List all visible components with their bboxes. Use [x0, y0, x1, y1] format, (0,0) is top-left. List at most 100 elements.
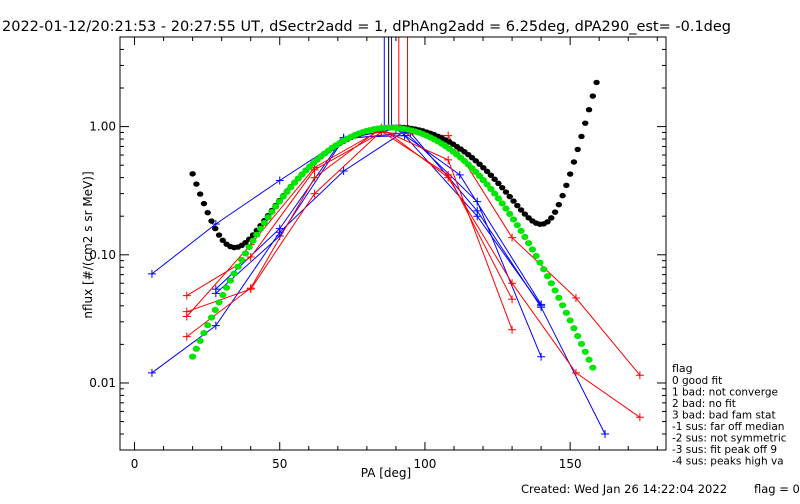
fit-point	[540, 266, 548, 273]
fit-point	[517, 227, 525, 235]
fit-point	[219, 237, 227, 244]
series-point	[310, 189, 319, 198]
series-point	[601, 429, 610, 438]
fit-point	[502, 205, 510, 212]
fit-point	[204, 209, 211, 216]
fit-point	[226, 277, 234, 284]
fit-point	[510, 198, 517, 204]
series-point	[400, 131, 409, 140]
x-tick-label: 0	[131, 457, 139, 471]
fit-point	[563, 182, 570, 189]
fit-point	[543, 273, 552, 280]
fit-point	[509, 216, 518, 223]
fit-point	[570, 159, 578, 165]
fit-point	[230, 270, 238, 277]
fit-point	[589, 364, 597, 371]
legend-item: -1 sus: far off median	[672, 421, 784, 433]
fit-point	[502, 189, 510, 195]
fit-point	[204, 322, 212, 329]
x-tick-label: 50	[272, 457, 287, 471]
series-point	[147, 368, 156, 377]
series-point	[444, 170, 453, 179]
fit-point	[256, 225, 265, 232]
series-point	[635, 413, 644, 422]
fit-point	[253, 231, 261, 238]
fit-point	[264, 214, 272, 221]
fit-point	[577, 340, 586, 347]
series-point	[455, 170, 464, 179]
fit-point	[513, 222, 521, 229]
series-point	[571, 294, 580, 303]
fit-point	[521, 211, 529, 217]
fit-point	[566, 171, 574, 177]
y-tick-label: 1.00	[89, 120, 116, 134]
created-timestamp: Created: Wed Jan 26 14:22:04 2022	[521, 482, 727, 496]
data-series	[147, 123, 644, 438]
series-point	[182, 307, 191, 316]
fit-point	[487, 172, 495, 178]
fit-point	[589, 93, 597, 99]
fit-point	[200, 329, 208, 337]
series-point	[508, 279, 517, 288]
fit-point	[566, 317, 574, 324]
fit-point	[211, 306, 219, 313]
fit-point	[578, 133, 585, 140]
fit-point	[208, 218, 215, 224]
series-point	[571, 368, 580, 377]
fit-point	[544, 219, 551, 225]
fit-point	[585, 106, 593, 113]
series-point	[147, 269, 156, 278]
fit-point	[555, 201, 563, 208]
series-point	[473, 197, 482, 206]
fit-point	[193, 181, 200, 187]
plot-frame	[119, 36, 667, 451]
fit-point	[532, 252, 540, 259]
legend-item: 0 good fit	[672, 375, 722, 387]
fit-point	[215, 232, 223, 238]
legend-item: 2 bad: no fit	[672, 398, 736, 410]
fit-point	[279, 193, 287, 200]
fit-point	[287, 184, 295, 191]
series-point	[473, 212, 482, 221]
fit-point	[219, 291, 227, 299]
fit-point	[483, 181, 491, 188]
fit-point	[189, 171, 196, 177]
fit-point	[238, 256, 246, 264]
fit-point	[290, 179, 299, 186]
fit-point	[249, 237, 257, 244]
vertical-markers	[383, 37, 409, 128]
fit-point	[517, 207, 525, 213]
fit-point	[487, 185, 495, 192]
fit-point	[495, 180, 502, 187]
fit-point	[559, 192, 566, 199]
fit-point	[189, 353, 197, 360]
fit-point	[196, 191, 204, 197]
fit-point	[551, 287, 559, 294]
legend-item: -3 sus: fit peak off 9	[672, 444, 777, 456]
fit-point	[593, 79, 600, 86]
fit-point	[242, 239, 249, 246]
fit-point	[514, 202, 521, 209]
fit-point	[551, 209, 559, 215]
chart-title: 2022-01-12/20:21:53 - 20:27:55 UT, dSect…	[2, 19, 731, 35]
fit-point	[536, 259, 544, 266]
fit-point	[476, 161, 483, 167]
fit-point	[260, 219, 268, 226]
fit-point	[570, 325, 578, 332]
series-point	[246, 253, 255, 262]
series-point	[508, 233, 517, 242]
series-point	[211, 321, 220, 330]
fit-point	[491, 176, 498, 182]
fit-point	[234, 263, 242, 270]
fit-point	[241, 250, 250, 257]
series-point	[537, 301, 546, 310]
fit-point	[192, 345, 200, 352]
fit-point	[521, 233, 529, 241]
legend-item: -4 sus: peaks high va	[672, 456, 784, 468]
fit-point	[200, 200, 208, 207]
series-point	[444, 131, 453, 140]
x-axis-ticks: 0 50 100 150	[131, 37, 658, 471]
